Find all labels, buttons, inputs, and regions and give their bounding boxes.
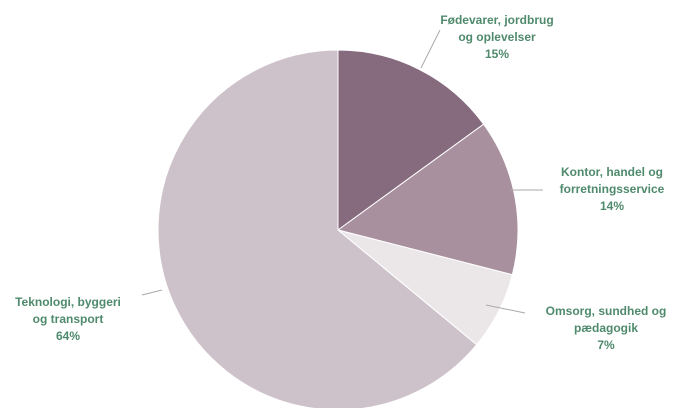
slice-category-label-4-line-1: Teknologi, byggeri	[15, 295, 121, 309]
slice-value-label-4: 64%	[56, 329, 80, 343]
pie-slice-2	[336, 123, 519, 276]
slice-label-4: Teknologi, byggeri og transport 64%	[15, 295, 121, 343]
slices-layer	[157, 49, 519, 408]
leader-lines-layer	[141, 29, 543, 314]
slice-category-label-3-line-2: pædagogik	[574, 321, 638, 335]
slice-category-label-4-line-2: og transport	[33, 312, 104, 326]
slice-category-label-3-line-1: Omsorg, sundhed og	[546, 304, 667, 318]
slice-value-label-2: 14%	[600, 199, 624, 213]
slice-category-label-1-line-1: Fødevarer, jordbrug	[440, 13, 553, 27]
leader-line-1	[420, 29, 441, 69]
slice-label-2: Kontor, handel og forretningsservice 14%	[560, 165, 665, 213]
slice-value-label-3: 7%	[597, 338, 615, 352]
leader-line-3	[485, 304, 526, 314]
pie-slice-4	[157, 49, 478, 408]
labels-layer: Fødevarer, jordbrug og oplevelser 15% Konto…	[15, 13, 666, 352]
pie-slice-1	[337, 49, 485, 231]
leader-line-4	[141, 289, 163, 296]
slice-value-label-1: 15%	[485, 47, 509, 61]
slice-label-1: Fødevarer, jordbrug og oplevelser 15%	[440, 13, 553, 61]
slice-category-label-1-line-2: og oplevelser	[458, 30, 536, 44]
slice-category-label-2-line-1: Kontor, handel og	[561, 165, 663, 179]
slice-label-3: Omsorg, sundhed og pædagogik 7%	[546, 304, 667, 352]
slice-category-label-2-line-2: forretningsservice	[560, 182, 665, 196]
